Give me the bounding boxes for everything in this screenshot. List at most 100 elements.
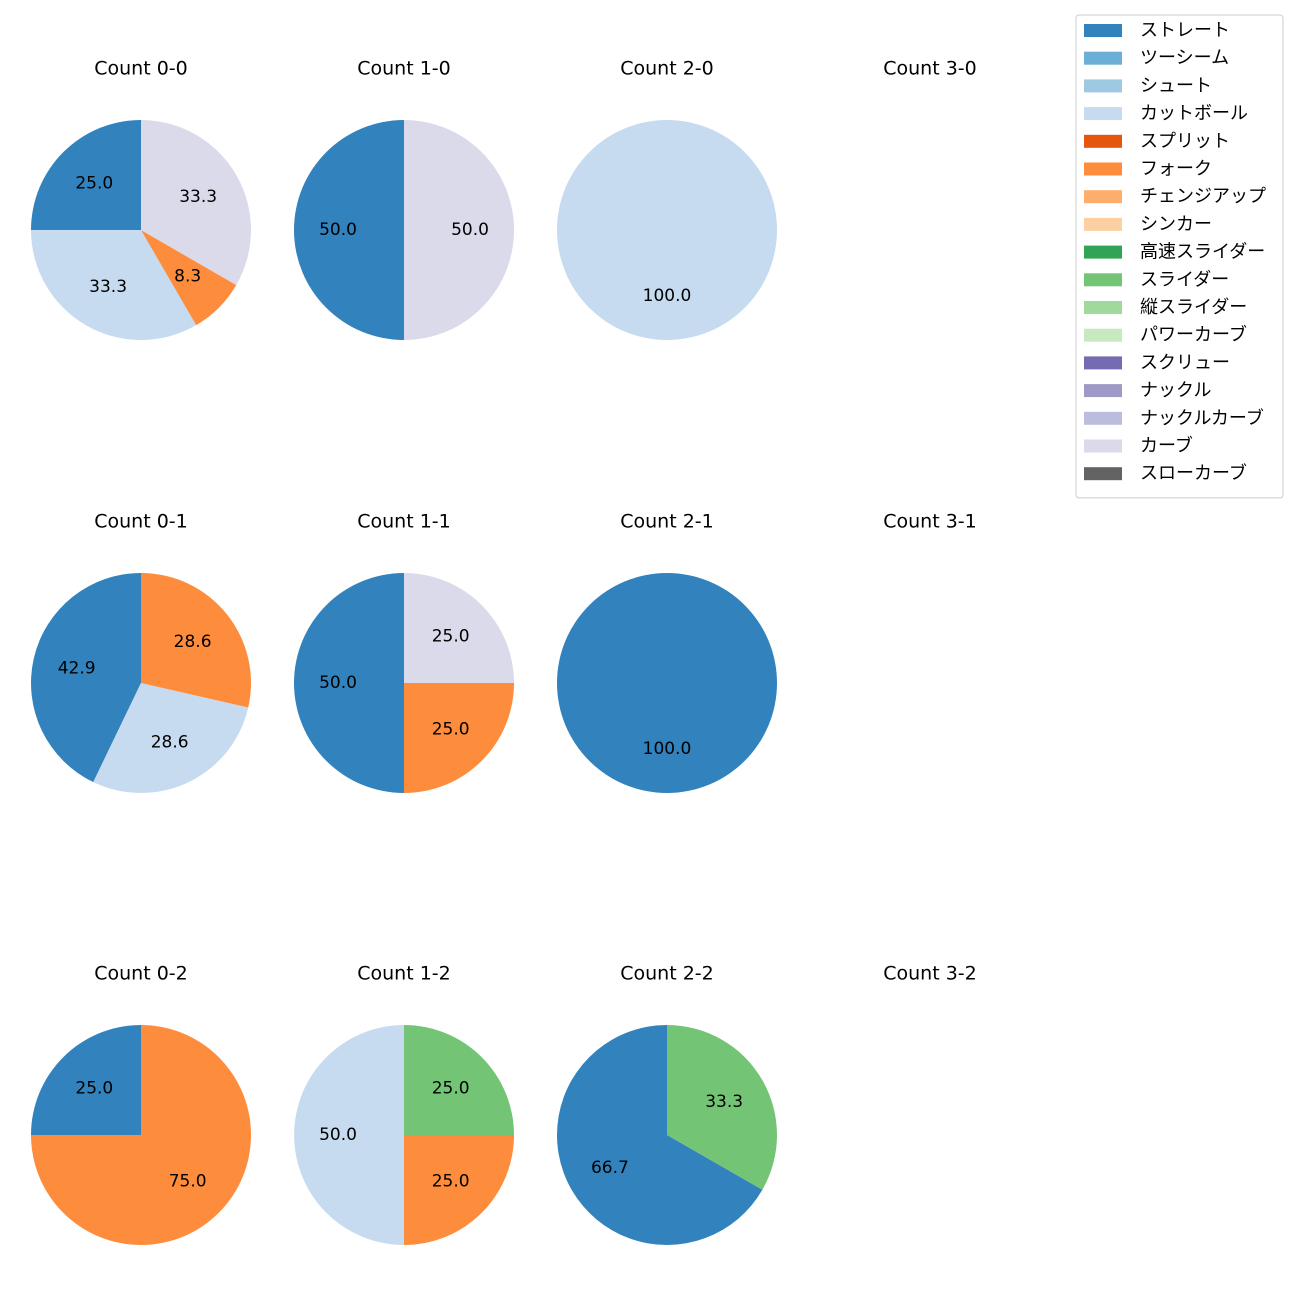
slice-value-label: 25.0 bbox=[432, 626, 470, 646]
panel-title: Count 1-0 bbox=[357, 58, 451, 80]
legend-label: ナックルカーブ bbox=[1140, 407, 1264, 429]
slice-value-label: 8.3 bbox=[174, 267, 201, 287]
slice-value-label: 25.0 bbox=[432, 1078, 470, 1098]
pie-panel: Count 0-0 25.0 33.3 8.3 33.3 bbox=[30, 58, 251, 340]
pie-panel: Count 0-1 42.9 28.6 28.6 bbox=[31, 511, 251, 793]
panel-title: Count 1-2 bbox=[357, 963, 451, 985]
pie-slice bbox=[557, 573, 777, 793]
pie-slice bbox=[93, 683, 249, 793]
pie-slice bbox=[404, 1025, 514, 1135]
panel-title: Count 0-2 bbox=[94, 963, 188, 985]
slice-value-label: 50.0 bbox=[451, 220, 489, 240]
pie-slice bbox=[141, 120, 251, 285]
slice-value-label: 33.3 bbox=[89, 277, 127, 297]
legend-swatch bbox=[1084, 439, 1122, 453]
legend-label: ストレート bbox=[1140, 20, 1230, 41]
panel-title: Count 2-0 bbox=[620, 58, 714, 80]
legend-swatch bbox=[1084, 107, 1122, 121]
legend-label: チェンジアップ bbox=[1140, 186, 1266, 207]
legend-item: ツーシーム bbox=[1084, 48, 1229, 69]
legend-item: スローカーブ bbox=[1084, 462, 1247, 484]
legend-swatch bbox=[1084, 384, 1122, 398]
pie-panel: Count 1-0 50.0 50.0 bbox=[294, 58, 514, 340]
legend-item: ナックルカーブ bbox=[1084, 407, 1264, 429]
legend-label: カーブ bbox=[1140, 435, 1193, 457]
legend-swatch bbox=[1084, 162, 1122, 176]
panels: Count 0-0 25.0 33.3 8.3 33.3 Count 1-0 50.0 50.… bbox=[30, 58, 977, 1246]
slice-value-label: 25.0 bbox=[75, 173, 113, 193]
legend-label: ツーシーム bbox=[1140, 48, 1229, 69]
panel-title: Count 3-1 bbox=[883, 511, 977, 533]
legend-item: フォーク bbox=[1084, 159, 1212, 180]
legend-label: パワーカーブ bbox=[1140, 324, 1247, 346]
pie-slice bbox=[141, 230, 237, 326]
legend-item: スライダー bbox=[1084, 269, 1229, 290]
slice-value-label: 50.0 bbox=[319, 673, 357, 693]
pie-panel: Count 0-2 25.0 75.0 bbox=[31, 963, 251, 1245]
legend-swatch bbox=[1084, 301, 1122, 314]
pie-panel: Count 1-1 50.0 25.0 25.0 bbox=[294, 511, 514, 793]
slice-value-label: 28.6 bbox=[174, 632, 212, 652]
legend-item: ストレート bbox=[1084, 20, 1230, 41]
slice-value-label: 50.0 bbox=[319, 220, 357, 240]
legend-swatch bbox=[1084, 134, 1122, 148]
slice-value-label: 33.3 bbox=[705, 1092, 743, 1112]
legend-swatch bbox=[1084, 273, 1122, 287]
slice-value-label: 50.0 bbox=[319, 1125, 357, 1145]
legend-item: カットボール bbox=[1084, 103, 1248, 124]
legend-label: カットボール bbox=[1140, 103, 1248, 124]
panel-title: Count 2-2 bbox=[620, 963, 714, 985]
legend-swatch bbox=[1084, 411, 1122, 425]
legend-item: パワーカーブ bbox=[1084, 324, 1247, 346]
panel-title: Count 0-1 bbox=[94, 511, 188, 533]
legend-item: スクリュー bbox=[1084, 352, 1230, 373]
slice-value-label: 25.0 bbox=[432, 720, 470, 740]
slice-value-label: 100.0 bbox=[643, 286, 692, 306]
panel-title: Count 0-0 bbox=[94, 58, 188, 80]
legend-swatch bbox=[1084, 24, 1122, 37]
pie-panel: Count 2-2 66.7 33.3 bbox=[556, 963, 777, 1246]
legend-swatch bbox=[1084, 467, 1122, 481]
legend-item: シュート bbox=[1084, 75, 1212, 96]
pie-slice bbox=[557, 120, 777, 340]
pie-slice bbox=[294, 1025, 404, 1245]
legend-label: 高速スライダー bbox=[1140, 242, 1265, 263]
legend-label: スクリュー bbox=[1140, 352, 1230, 373]
slice-value-label: 28.6 bbox=[151, 732, 189, 752]
legend-swatch bbox=[1084, 245, 1122, 259]
pie-slice bbox=[141, 573, 251, 708]
pie-panel: Count 2-0 100.0 bbox=[557, 58, 777, 340]
pie-panel: Count 3-1 bbox=[883, 511, 977, 533]
legend-label: フォーク bbox=[1140, 159, 1212, 180]
pie-slice bbox=[404, 120, 514, 340]
panel-title: Count 2-1 bbox=[620, 511, 714, 533]
pie-slice bbox=[31, 573, 141, 783]
panel-title: Count 3-0 bbox=[883, 58, 977, 80]
slice-value-label: 75.0 bbox=[169, 1172, 207, 1192]
legend-item: チェンジアップ bbox=[1084, 186, 1266, 207]
legend-label: ナックル bbox=[1140, 380, 1211, 401]
pie-slice bbox=[294, 120, 404, 340]
legend-label: シンカー bbox=[1140, 214, 1212, 235]
slice-value-label: 42.9 bbox=[58, 658, 96, 678]
pie-slice bbox=[667, 1025, 777, 1190]
pie-slice bbox=[31, 1025, 141, 1135]
pie-slice bbox=[556, 1025, 763, 1246]
pie-slice bbox=[294, 573, 404, 793]
legend-label: スプリット bbox=[1140, 131, 1230, 152]
legend-item: ナックル bbox=[1084, 380, 1211, 401]
slice-value-label: 66.7 bbox=[591, 1158, 629, 1178]
pie-panel: Count 3-0 bbox=[883, 58, 977, 80]
legend-swatch bbox=[1084, 51, 1122, 65]
legend-item: シンカー bbox=[1084, 214, 1212, 235]
legend-label: 縦スライダー bbox=[1140, 297, 1247, 318]
legend-label: スライダー bbox=[1140, 269, 1229, 290]
panel-title: Count 3-2 bbox=[883, 963, 977, 985]
pie-panel: Count 3-2 bbox=[883, 963, 977, 985]
slice-value-label: 25.0 bbox=[432, 1172, 470, 1192]
legend-label: スローカーブ bbox=[1140, 462, 1247, 484]
legend-swatch bbox=[1084, 328, 1122, 342]
legend-item: 縦スライダー bbox=[1084, 297, 1247, 318]
slice-value-label: 33.3 bbox=[179, 187, 217, 207]
